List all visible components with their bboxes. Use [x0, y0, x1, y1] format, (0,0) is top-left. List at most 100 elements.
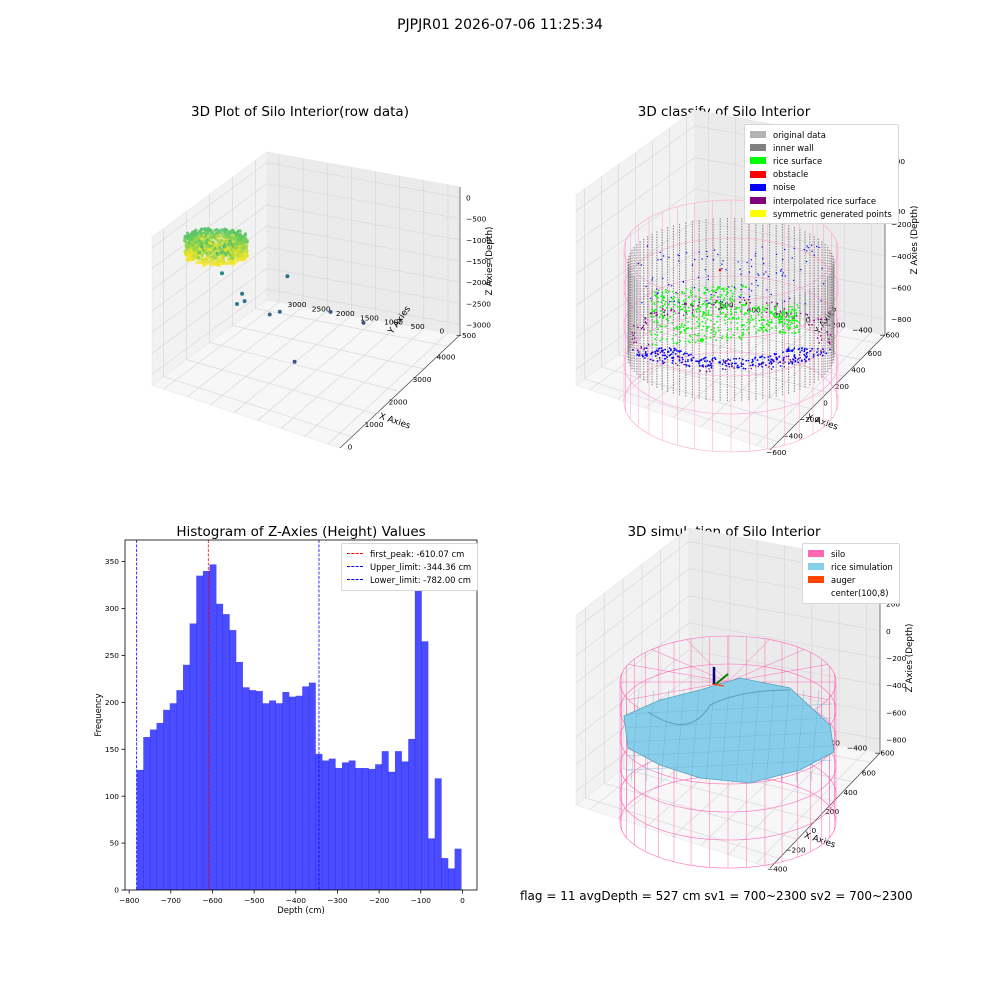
p1-grid-x: [163, 376, 353, 438]
p4-legend-label: rice simulation: [831, 561, 893, 572]
p1-ring-point: [243, 257, 247, 261]
p1-ring-point: [230, 259, 234, 263]
p1-grid-x: [186, 359, 377, 415]
p4-zlabel: Z Axies (Depth): [905, 624, 915, 693]
p1-grid-z: [151, 267, 461, 354]
p1-ring-point: [193, 232, 197, 236]
p1-grid-y: [163, 301, 280, 390]
p1-ring-point: [214, 243, 218, 247]
p4-legend-swatch: [808, 576, 824, 584]
p1-grid-z: [151, 246, 461, 333]
p1-grid-x: [255, 308, 449, 347]
p1-ring-point: [199, 227, 204, 231]
p1-ring-point: [222, 259, 226, 263]
p1-inner-point: [197, 235, 201, 238]
p1-ring-point: [239, 234, 244, 238]
p1-ring-point: [244, 244, 248, 248]
p4-legend-label: center(100,8): [831, 588, 889, 599]
p1-grid-y: [281, 323, 400, 429]
p1-ytick-label: 2500: [312, 305, 331, 314]
p4-legend-swatch: [808, 550, 824, 558]
p1-grid-y: [328, 332, 449, 445]
p4-ztick-label: −400: [886, 681, 907, 690]
p1-ring-point: [238, 237, 242, 241]
p1-ring-point: [225, 262, 229, 266]
p1-inner-point: [211, 255, 214, 258]
p1-grid-y: [257, 319, 376, 421]
figure-suptitle: PJPJR01 2026-07-06 11:25:34: [397, 17, 603, 33]
p1-ytick-label: 500: [411, 322, 425, 331]
p4-ztick-label: 0: [886, 627, 891, 636]
p1-inner-point: [232, 234, 236, 237]
p1-grid-z: [151, 225, 461, 312]
p1-ring-point: [225, 247, 229, 251]
p1-xtick-label: 4000: [437, 352, 456, 361]
p1-ring-point: [191, 239, 195, 243]
p1-inner-point: [197, 251, 200, 255]
p1-inner-point: [231, 245, 235, 248]
p1-ring-point: [186, 231, 190, 235]
p1-ring-point: [223, 229, 227, 233]
p4-legend-entry: rice simulation: [808, 560, 893, 573]
p1-ytick-label: 0: [439, 326, 444, 335]
p1-ring-point: [200, 257, 204, 261]
p1-ring-point: [195, 261, 199, 265]
p4-xtick-label: −200: [785, 845, 806, 854]
p1-ring-point: [236, 253, 240, 257]
p1-ring-point: [224, 233, 228, 237]
p1-ring-point: [242, 238, 247, 242]
p1-ring-point: [189, 249, 193, 253]
p4-legend-entry: silo: [808, 547, 893, 560]
p1-grid-z: [151, 162, 461, 248]
p1-inner-point: [206, 253, 210, 257]
p4-legend-entry: center(100,8): [808, 587, 893, 600]
p1-ring-point: [239, 257, 243, 262]
p1-ring-point: [194, 241, 198, 245]
p1-xtick-label: 1000: [365, 420, 384, 429]
p1-ring-point: [187, 241, 192, 245]
p4-ztick-label: −800: [886, 735, 907, 744]
status-line: flag = 11 avgDepth = 527 cm sv1 = 700~23…: [520, 889, 913, 903]
p1-ytick-label: 3000: [288, 300, 307, 309]
p1-ring-point: [184, 240, 188, 244]
p1-ring-point: [238, 244, 242, 248]
p1-grid-x: [232, 325, 425, 370]
p1-ring-point: [203, 230, 207, 235]
p1-ring-point: [184, 252, 188, 256]
p1-ring-point: [184, 235, 188, 239]
p1-grid-x: [209, 342, 401, 392]
p1-ytick-label: 1000: [384, 318, 403, 327]
p1-xtick-label: 2000: [389, 398, 408, 407]
p1-ring-point: [219, 259, 223, 263]
p1-grid-z: [151, 204, 461, 291]
p1-ring-point: [205, 260, 209, 264]
p1-grid-y: [210, 310, 328, 405]
p1-ring-point: [238, 229, 242, 233]
p1-ring-point: [189, 233, 193, 237]
p1-inner-point: [196, 256, 200, 259]
p1-ring-point: [226, 257, 230, 261]
p1-inner-point: [200, 237, 204, 240]
p1-ring-point: [191, 254, 195, 258]
p1-ring-point: [188, 257, 192, 261]
p1-ztick-label: −2000: [466, 278, 491, 287]
p4-ytick-label: −400: [847, 744, 868, 753]
p1-ring-point: [233, 261, 237, 265]
p1-ytick-label: 2000: [336, 309, 355, 318]
p1-inner-point: [206, 234, 210, 238]
p1-ring-point: [200, 253, 204, 257]
p1-ring-point: [198, 261, 202, 265]
p1-xtick-label: 0: [348, 443, 353, 452]
p1-ring-point: [194, 245, 198, 250]
p1-ring-point: [235, 230, 240, 234]
p1-ring-point: [218, 243, 222, 247]
p1-ring-point: [237, 241, 241, 246]
panel1-title: 3D Plot of Silo Interior(row data): [191, 104, 409, 120]
p1-xtick-label: 3000: [413, 375, 432, 384]
p1-ring-point: [183, 249, 188, 253]
p1-ztick-label: −1500: [466, 257, 491, 266]
p1-ring-point: [200, 261, 205, 265]
p1-grid-y: [234, 315, 352, 413]
p1-ring-point: [213, 228, 217, 232]
